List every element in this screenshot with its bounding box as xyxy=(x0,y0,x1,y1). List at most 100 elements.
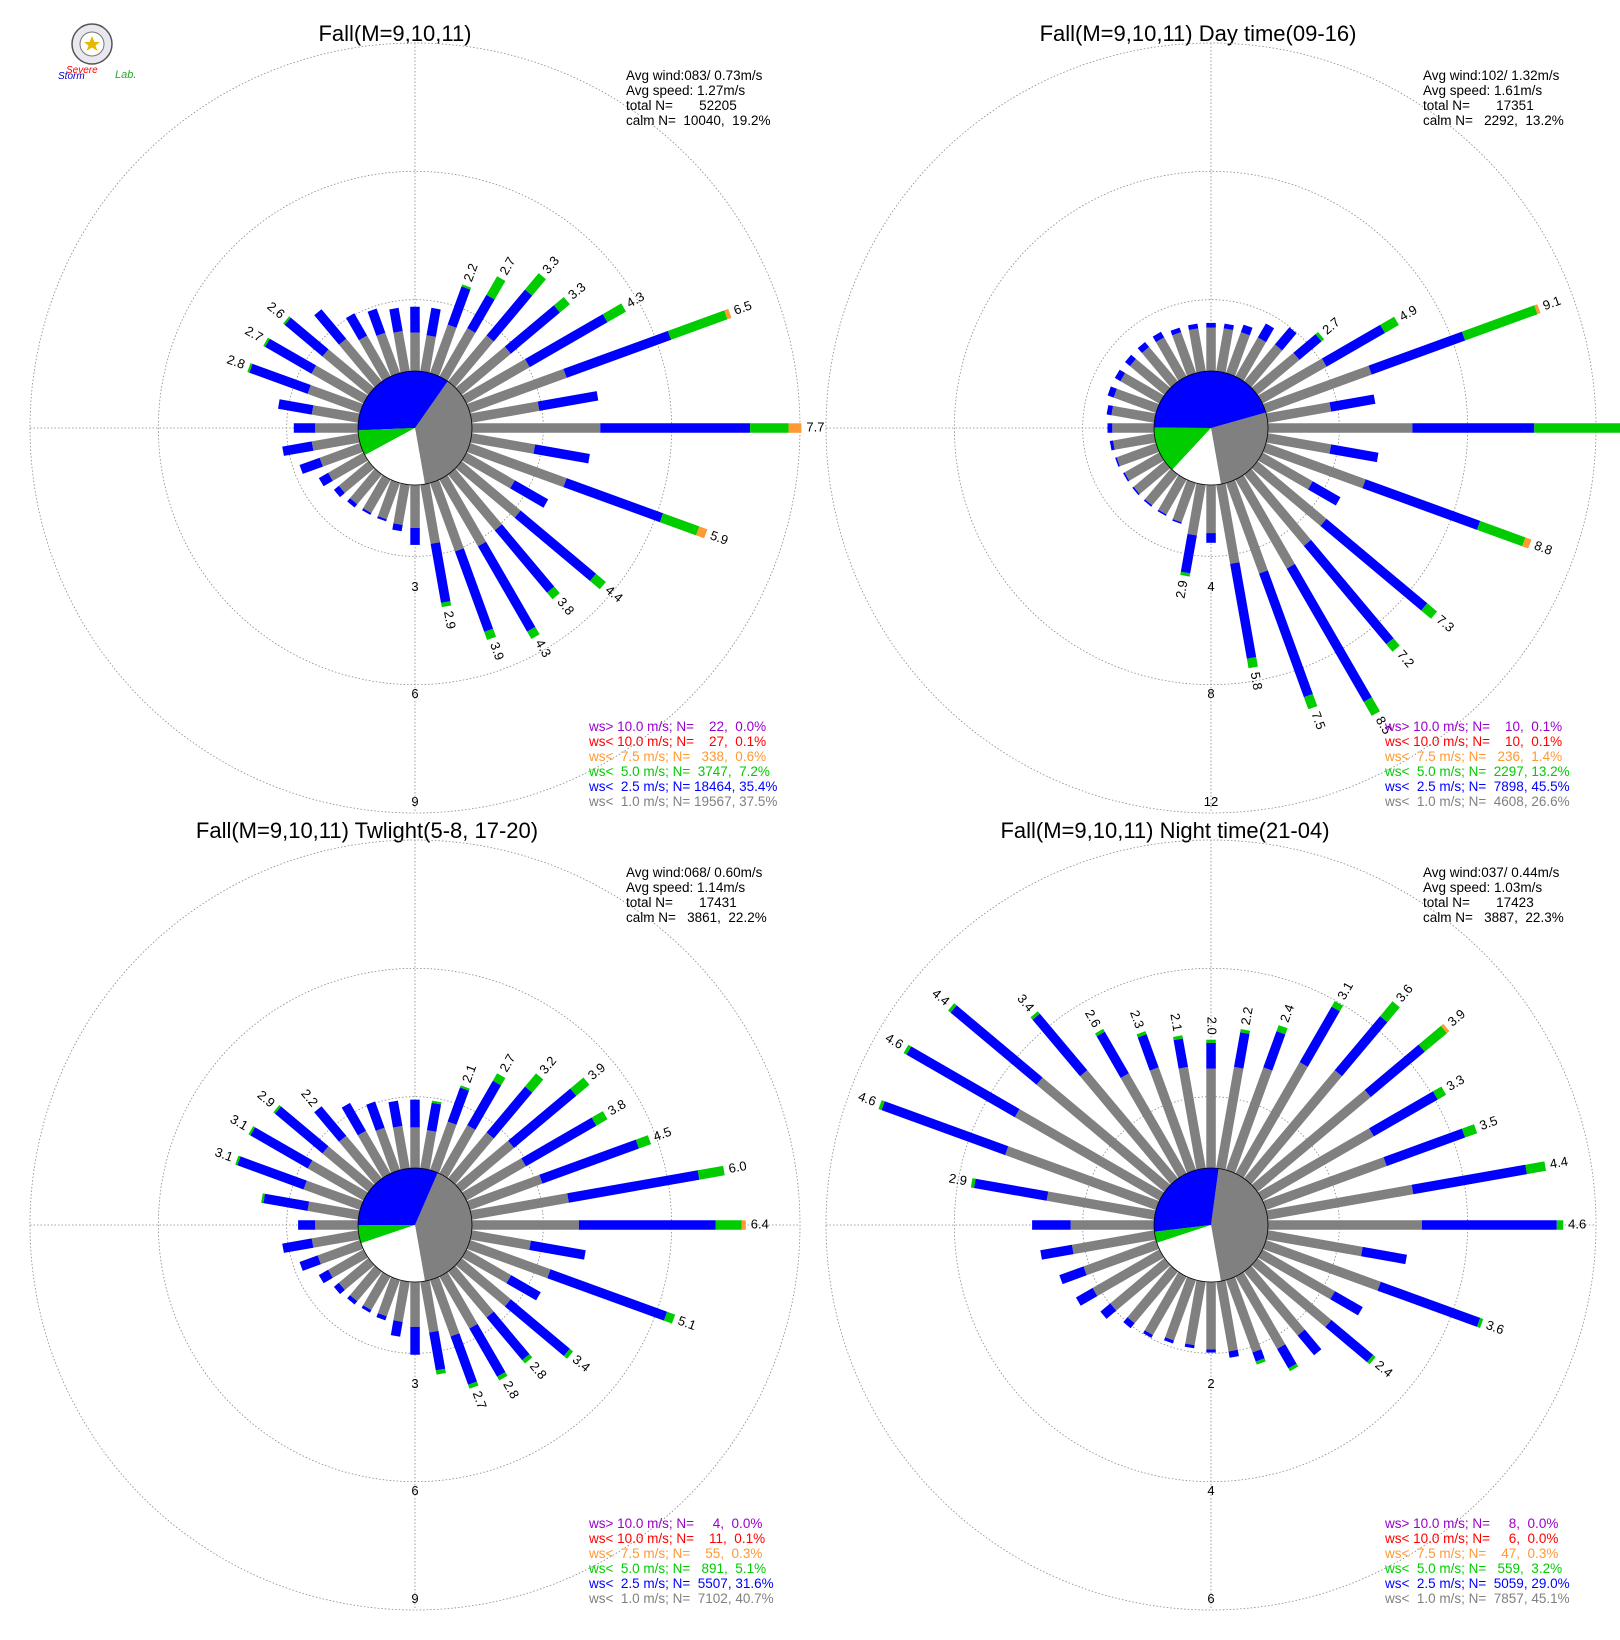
bar-segment-blue xyxy=(1297,1329,1322,1356)
bar-value-label: 4.6 xyxy=(1568,1216,1586,1231)
bar-segment-gray xyxy=(1268,1220,1422,1230)
bar-segment-blue xyxy=(282,1238,314,1253)
wind-bar xyxy=(362,475,391,515)
wind-bar: 6.5 xyxy=(466,297,754,413)
bar-value-label: 3.9 xyxy=(1445,1006,1468,1029)
wind-bar xyxy=(314,309,382,388)
bar-value-label: 5.1 xyxy=(676,1313,698,1333)
bar-segment-blue xyxy=(1059,1266,1087,1285)
bar-value-label: 3.1 xyxy=(213,1144,235,1164)
calm-pie-slice-gray xyxy=(1211,412,1269,485)
bar-segment-blue xyxy=(567,1170,700,1203)
bar-segment-blue xyxy=(1325,1319,1374,1363)
bar-value-label: 2.6 xyxy=(1082,1007,1104,1030)
bar-segment-gray xyxy=(1120,1073,1187,1178)
panel-title: Fall(M=9,10,11) Night time(21-04) xyxy=(1000,818,1329,843)
bar-value-label: 6.5 xyxy=(732,297,754,317)
bar-segment-blue xyxy=(362,508,372,515)
wind-bar xyxy=(1137,342,1178,388)
legend-entry: ws< 7.5 m/s; N= 338, 0.6% xyxy=(588,749,766,764)
bar-segment-gray xyxy=(1071,1230,1156,1255)
bar-segment-gray xyxy=(1014,1109,1164,1201)
bar-segment-green xyxy=(435,1368,446,1375)
wind-bar xyxy=(366,1101,400,1174)
bar-segment-gray xyxy=(470,1230,531,1250)
bar-value-label: 3.3 xyxy=(565,279,588,302)
bar-segment-blue xyxy=(1115,457,1120,467)
bar-segment-blue xyxy=(506,1275,541,1301)
calm-pie-slice-green xyxy=(358,1225,415,1244)
bar-segment-green xyxy=(903,1044,912,1055)
bar-segment-gray xyxy=(1262,1157,1387,1210)
bar-value-label: 2.9 xyxy=(948,1170,968,1188)
stat-total-n: total N= 17423 xyxy=(1423,895,1534,910)
calm-pie-slice-blue xyxy=(1154,370,1266,428)
bar-segment-blue xyxy=(508,1088,577,1148)
wind-bar xyxy=(1032,1220,1154,1230)
legend-entry: ws< 7.5 m/s; N= 47, 0.3% xyxy=(1384,1546,1558,1561)
bar-segment-green xyxy=(492,1073,506,1086)
bar-segment-blue xyxy=(426,1102,442,1132)
legend-entry: ws< 1.0 m/s; N= 7857, 45.1% xyxy=(1384,1591,1570,1606)
wind-bar xyxy=(361,1272,391,1313)
bar-segment-blue xyxy=(1377,1281,1481,1327)
bar-segment-blue xyxy=(430,542,451,603)
wind-bar: 3.6 xyxy=(1262,1240,1506,1337)
calm-pie-slice-white xyxy=(361,1225,425,1282)
wind-bar xyxy=(420,1100,442,1170)
bar-segment-blue xyxy=(1184,1343,1195,1349)
bar-segment-gray xyxy=(328,452,368,481)
bar-segment-gray xyxy=(315,423,358,433)
wind-bar xyxy=(1235,323,1275,381)
bar-segment-gray xyxy=(410,1282,420,1327)
bar-segment-gray xyxy=(462,452,515,489)
bar-value-label: 4.5 xyxy=(651,1124,673,1144)
bar-segment-blue xyxy=(376,1313,387,1321)
bar-segment-gray xyxy=(1235,475,1295,569)
bar-segment-blue xyxy=(1257,323,1275,343)
bar-segment-gray xyxy=(1172,479,1196,523)
bar-value-label: 2.7 xyxy=(1319,314,1342,337)
wind-bar: 4.6 xyxy=(883,1030,1164,1201)
bar-segment-gray xyxy=(455,461,521,518)
wind-bar xyxy=(282,1230,360,1253)
bar-segment-gray xyxy=(1172,332,1196,377)
bar-segment-blue xyxy=(1096,1031,1129,1078)
wind-bar: 2.6 xyxy=(264,299,375,395)
bar-value-label: 2.7 xyxy=(242,323,265,345)
calm-pie xyxy=(357,1167,473,1283)
bar-value-label: 2.9 xyxy=(255,1087,278,1110)
bar-segment-green xyxy=(878,1100,885,1111)
bar-segment-green xyxy=(247,363,253,373)
bar-segment-blue xyxy=(467,1080,502,1130)
seal-star-icon xyxy=(84,36,100,51)
wind-bar xyxy=(1040,1230,1156,1260)
ring-label: 6 xyxy=(411,686,418,701)
bar-segment-blue xyxy=(514,510,597,581)
bar-segment-blue xyxy=(1114,369,1126,382)
wind-bar xyxy=(333,461,375,498)
wind-bar: 4.3 xyxy=(439,475,554,660)
legend: ws> 10.0 m/s; N= 8, 0.0% ws< 10.0 m/s; N… xyxy=(1384,1516,1570,1606)
bar-segment-blue xyxy=(504,305,560,354)
wind-bar xyxy=(1107,423,1154,433)
bar-segment-green xyxy=(750,423,789,433)
bar-segment-green xyxy=(591,1111,608,1126)
bar-segment-blue xyxy=(529,1240,586,1260)
wind-bar xyxy=(377,479,400,522)
bar-segment-blue xyxy=(539,1139,639,1184)
wind-bar xyxy=(1266,394,1376,423)
bar-segment-green xyxy=(667,310,728,340)
panel-plot: 2.2 2.7 3.33.3 4.3 6.57.75.94.43.84.33.92.92… xyxy=(29,42,824,814)
wind-bar: 2.9 xyxy=(948,1170,1156,1220)
panel-plot: 2.7 4.9 9.1 12.0 8.8 7.3 7.28.57.5 5.8 2.9 xyxy=(825,42,1620,814)
bar-segment-blue xyxy=(388,1100,403,1128)
bar-segment-gray xyxy=(339,338,382,388)
bar-segment-blue xyxy=(426,307,441,337)
bar-segment-blue xyxy=(1321,324,1385,367)
bar-segment-blue xyxy=(510,480,549,508)
bar-segment-gray xyxy=(339,1135,382,1185)
bar-value-label: 2.7 xyxy=(470,1389,490,1411)
bar-segment-gray xyxy=(1133,461,1171,495)
bar-segment-gray xyxy=(1036,1077,1171,1192)
